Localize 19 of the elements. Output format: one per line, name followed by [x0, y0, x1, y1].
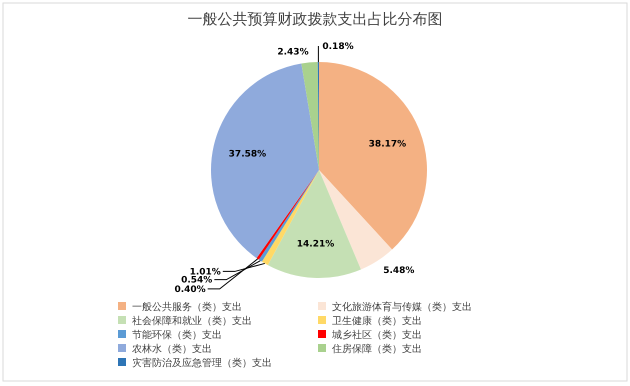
- data-label: 14.21%: [296, 239, 334, 250]
- data-label: 37.58%: [228, 150, 266, 160]
- data-label: 5.48%: [383, 266, 414, 276]
- legend-label: 灾害防治及应急管理（类）支出: [132, 357, 272, 369]
- legend-label: 住房保障（类）支出: [332, 343, 422, 355]
- data-label: 1.01%: [190, 267, 221, 278]
- data-label: 2.43%: [277, 48, 309, 58]
- data-label: 0.54%: [181, 276, 212, 286]
- data-label: 0.40%: [174, 284, 206, 295]
- data-label: 38.17%: [368, 139, 406, 150]
- legend-label: 农林水（类）支出: [132, 343, 212, 355]
- chart-title: 一般公共预算财政拨款支出占比分布图: [188, 10, 442, 28]
- legend-label: 节能环保（类）支出: [132, 329, 222, 341]
- data-label: 0.18%: [322, 42, 354, 52]
- legend-label: 文化旅游体育与传媒（类）支出: [332, 301, 472, 313]
- legend-label: 城乡社区（类）支出: [331, 329, 422, 341]
- legend-label: 一般公共服务（类）支出: [132, 301, 242, 313]
- legend-label: 卫生健康（类）支出: [332, 315, 422, 327]
- legend-label: 社会保障和就业（类）支出: [132, 315, 252, 327]
